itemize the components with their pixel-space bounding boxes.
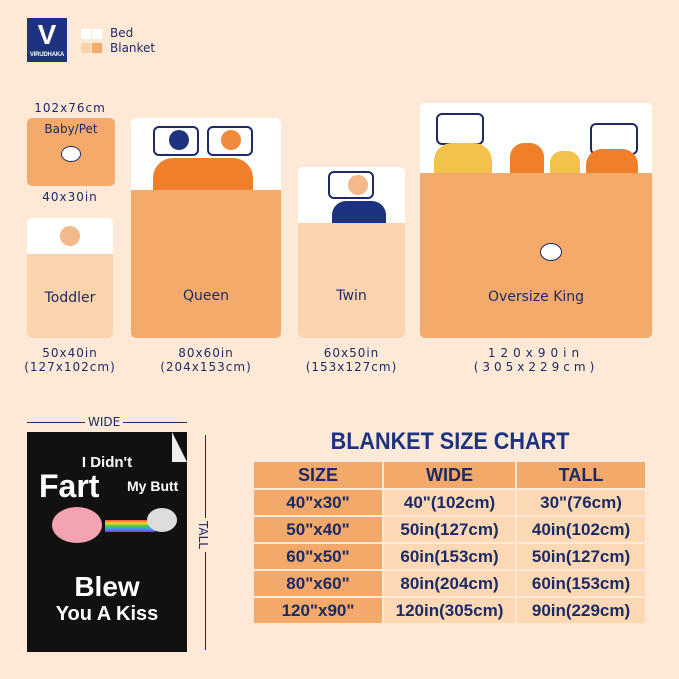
- cell-tall: 60in(153cm): [517, 571, 645, 596]
- twin-cm: (153x127cm): [305, 360, 398, 374]
- table-row: 80"x60" 80in(204cm) 60in(153cm): [254, 571, 645, 596]
- king-label: Oversize King: [487, 289, 585, 305]
- cell-size: 120"x90": [254, 598, 382, 623]
- king-bed: Oversize King: [420, 103, 652, 338]
- baby-figure: [60, 226, 80, 246]
- toddler-label: Toddler: [44, 290, 96, 306]
- cell-size: 60"x50": [254, 544, 382, 569]
- cell-wide: 80in(204cm): [384, 571, 515, 596]
- queen-label: Queen: [183, 288, 229, 304]
- twin-bed: Twin: [298, 167, 405, 338]
- cell-size: 40"x30": [254, 490, 382, 515]
- table-row: 120"x90" 120in(305cm) 90in(229cm): [254, 598, 645, 623]
- queen-blanket: [131, 190, 281, 338]
- brand-name: VIRUDHAKA: [29, 52, 65, 58]
- toddler-blanket: [27, 254, 113, 338]
- king-cm: (305x229cm): [473, 360, 599, 374]
- table-row: 50"x40" 50in(127cm) 40in(102cm): [254, 517, 645, 542]
- cat-icon: [540, 243, 562, 261]
- wide-label: WIDE: [85, 415, 124, 429]
- header-size: SIZE: [254, 462, 382, 488]
- baby-cm: 102x76cm: [34, 101, 106, 115]
- blanket-product-image: I Didn't Fart My Butt Blew You A Kiss: [27, 432, 187, 652]
- person-head: [348, 175, 368, 195]
- baby-inches: 40x30in: [42, 190, 98, 204]
- king-blanket: [420, 173, 652, 338]
- queen-bed: Queen: [131, 118, 281, 338]
- toddler-bed: Toddler: [27, 218, 113, 338]
- logo-letter: V: [37, 19, 57, 50]
- header-tall: TALL: [517, 462, 645, 488]
- table-row: 40"x30" 40"(102cm) 30"(76cm): [254, 490, 645, 515]
- tall-label: TALL: [195, 518, 210, 552]
- legend-bed: Bed: [110, 26, 134, 40]
- person-head: [221, 130, 241, 150]
- cell-wide: 120in(305cm): [384, 598, 515, 623]
- cell-tall: 50in(127cm): [517, 544, 645, 569]
- queen-inches: 80x60in: [178, 346, 234, 360]
- queen-cm: (204x153cm): [160, 360, 252, 374]
- table-row: 60"x50" 60in(153cm) 50in(127cm): [254, 544, 645, 569]
- header-wide: WIDE: [384, 462, 515, 488]
- cell-size: 80"x60": [254, 571, 382, 596]
- child-figure: [550, 151, 580, 175]
- twin-label: Twin: [336, 288, 367, 304]
- cell-tall: 40in(102cm): [517, 517, 645, 542]
- cell-wide: 60in(153cm): [384, 544, 515, 569]
- pillow: [436, 113, 484, 145]
- product-text: I Didn't: [81, 454, 133, 471]
- product-text: Fart: [39, 468, 100, 504]
- cell-tall: 90in(229cm): [517, 598, 645, 623]
- person-figure: [332, 201, 386, 227]
- blanket-swatch: [92, 43, 102, 53]
- twin-inches: 60x50in: [323, 346, 380, 360]
- king-inches: 120x90in: [487, 346, 585, 360]
- size-chart-table: SIZE WIDE TALL 40"x30" 40"(102cm) 30"(76cm…: [252, 460, 647, 625]
- cell-wide: 40"(102cm): [384, 490, 515, 515]
- bed-swatch: [92, 29, 102, 39]
- chart-title: BLANKET SIZE CHART: [330, 428, 570, 455]
- blanket-swatch: [81, 43, 91, 53]
- product-text: Blew: [74, 571, 140, 602]
- person-head: [169, 130, 189, 150]
- baby-label: Baby/Pet: [44, 122, 98, 136]
- table-header-row: SIZE WIDE TALL: [254, 462, 645, 488]
- cell-tall: 30"(76cm): [517, 490, 645, 515]
- bed-swatch: [81, 29, 91, 39]
- cat-icon: [61, 146, 81, 162]
- cell-wide: 50in(127cm): [384, 517, 515, 542]
- toddler-inches: 50x40in: [42, 346, 98, 360]
- cell-size: 50"x40": [254, 517, 382, 542]
- product-text: You A Kiss: [55, 603, 159, 625]
- baby-blanket: Baby/Pet: [27, 118, 115, 186]
- legend-blanket: Blanket: [110, 41, 156, 55]
- brand-logo: V VIRUDHAKA: [27, 18, 67, 62]
- child-figure: [510, 143, 544, 173]
- cloud-icon: [147, 508, 177, 532]
- twin-blanket: [298, 223, 405, 338]
- product-text: My Butt: [127, 478, 179, 494]
- toddler-cm: (127x102cm): [24, 360, 116, 374]
- rainbow-icon: [105, 520, 155, 532]
- pig-icon: [52, 507, 102, 543]
